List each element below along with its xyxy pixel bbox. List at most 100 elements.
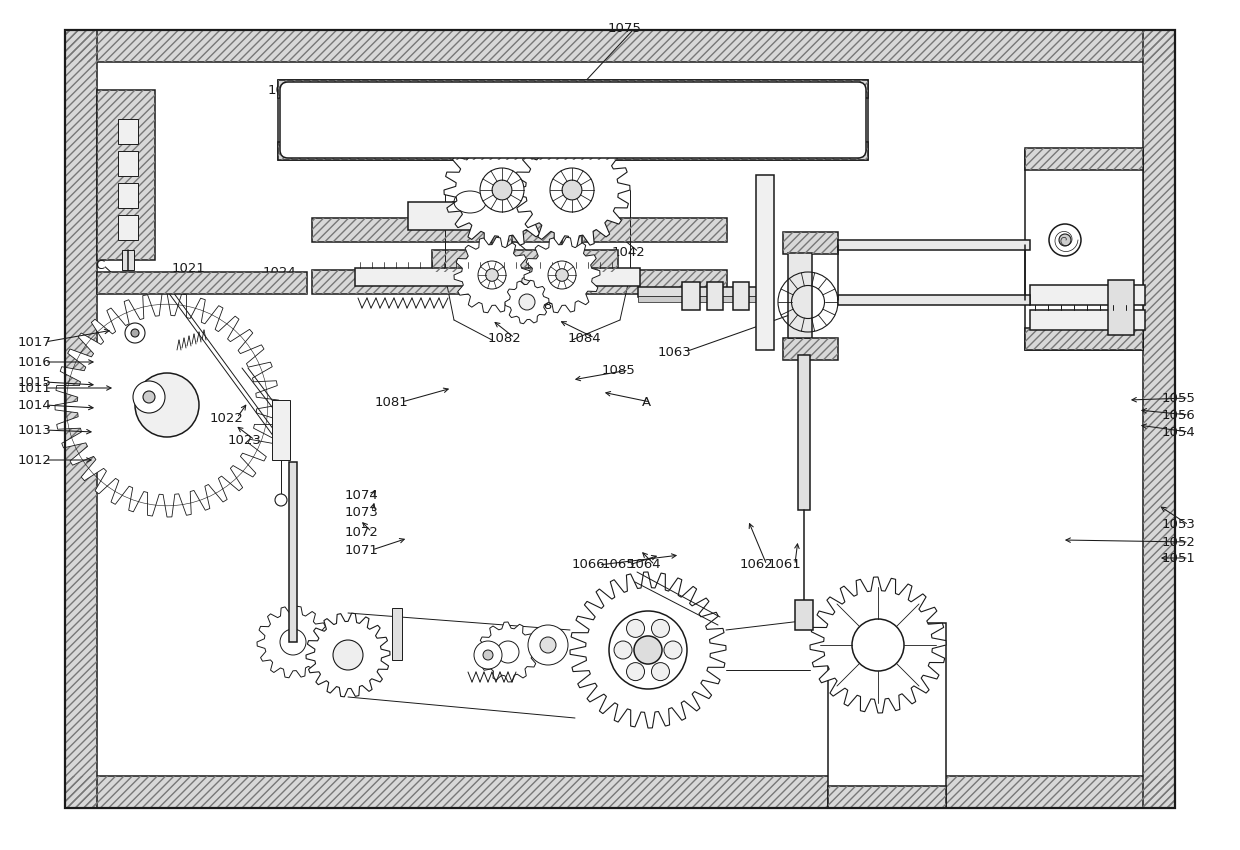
Bar	[118, 183, 138, 208]
Text: 1061: 1061	[768, 558, 802, 571]
Circle shape	[852, 619, 904, 671]
Polygon shape	[444, 132, 560, 248]
Circle shape	[614, 641, 632, 659]
Polygon shape	[810, 577, 946, 713]
Text: 1053: 1053	[1162, 518, 1195, 531]
Circle shape	[280, 629, 306, 655]
Bar	[272, 400, 290, 460]
Bar	[312, 270, 727, 294]
Bar	[787, 253, 812, 338]
Text: 1071: 1071	[345, 543, 379, 557]
Circle shape	[1059, 234, 1071, 246]
Circle shape	[626, 663, 645, 681]
Bar	[64, 30, 1176, 62]
Bar	[289, 462, 298, 642]
Bar	[795, 600, 813, 630]
Bar	[432, 110, 618, 132]
Polygon shape	[505, 280, 549, 324]
Bar	[355, 268, 640, 286]
Bar	[1025, 328, 1143, 350]
Circle shape	[131, 329, 139, 337]
Text: 1056: 1056	[1162, 409, 1195, 422]
Text: C: C	[95, 258, 104, 271]
Bar	[828, 786, 946, 808]
Circle shape	[486, 269, 498, 281]
Bar	[278, 142, 868, 160]
Bar	[522, 200, 568, 220]
Polygon shape	[55, 293, 279, 517]
Text: 1084: 1084	[568, 332, 601, 344]
Bar	[64, 30, 97, 808]
Bar	[432, 250, 618, 272]
Circle shape	[474, 641, 502, 669]
Bar	[64, 30, 1176, 62]
Text: 1012: 1012	[19, 454, 52, 467]
Bar	[782, 338, 838, 360]
Polygon shape	[515, 132, 630, 248]
Text: 1017: 1017	[19, 336, 52, 348]
Circle shape	[663, 641, 682, 659]
Text: 1042: 1042	[613, 246, 646, 258]
Circle shape	[497, 641, 520, 663]
Circle shape	[548, 261, 577, 289]
Bar	[1025, 148, 1143, 170]
FancyBboxPatch shape	[280, 82, 866, 158]
Bar	[756, 175, 774, 350]
Text: 1051: 1051	[1162, 552, 1195, 564]
Bar	[312, 218, 727, 242]
Bar	[639, 287, 773, 297]
Polygon shape	[306, 613, 391, 697]
Text: 1034: 1034	[384, 83, 419, 97]
Text: 1035: 1035	[412, 83, 446, 97]
Bar	[828, 623, 946, 808]
Text: 1036: 1036	[542, 248, 575, 262]
Bar	[278, 142, 868, 160]
Circle shape	[651, 620, 670, 638]
Bar	[64, 776, 1176, 808]
Polygon shape	[454, 237, 529, 313]
Text: 1054: 1054	[1162, 426, 1195, 439]
Text: 1032: 1032	[342, 83, 376, 97]
Text: 1064: 1064	[627, 558, 662, 571]
Circle shape	[275, 494, 286, 506]
Bar	[782, 232, 838, 254]
Bar	[97, 90, 155, 260]
Text: 1062: 1062	[740, 558, 774, 571]
Bar	[278, 80, 868, 160]
Text: 1025: 1025	[268, 83, 301, 97]
Text: 1043: 1043	[649, 281, 682, 294]
Circle shape	[634, 636, 662, 664]
Circle shape	[539, 637, 556, 653]
Text: B: B	[632, 83, 641, 97]
Bar	[682, 282, 701, 310]
Bar	[392, 608, 402, 660]
Circle shape	[562, 180, 582, 200]
Text: 1063: 1063	[658, 345, 692, 359]
Text: 1024: 1024	[263, 265, 296, 279]
Bar	[1143, 30, 1176, 808]
Text: 1052: 1052	[1162, 536, 1195, 548]
Text: 1044: 1044	[598, 83, 631, 97]
Text: 1046: 1046	[692, 83, 725, 97]
Circle shape	[528, 625, 568, 665]
Bar	[408, 202, 533, 230]
Text: 1022: 1022	[210, 411, 244, 424]
Text: 1031: 1031	[305, 83, 339, 97]
Text: 1073: 1073	[345, 506, 379, 518]
Bar	[118, 151, 138, 176]
Circle shape	[551, 168, 594, 212]
Bar	[432, 110, 618, 132]
Circle shape	[135, 373, 198, 437]
Bar	[838, 295, 1030, 305]
Text: 1013: 1013	[19, 423, 52, 437]
Text: 1014: 1014	[19, 399, 52, 411]
Circle shape	[626, 620, 645, 638]
Text: 1066: 1066	[572, 558, 605, 571]
Bar	[838, 240, 1030, 250]
Circle shape	[520, 294, 534, 310]
Bar	[1143, 30, 1176, 808]
Text: 1083: 1083	[528, 298, 562, 311]
Bar	[97, 272, 308, 294]
Text: 1045: 1045	[652, 83, 686, 97]
Circle shape	[609, 611, 687, 689]
